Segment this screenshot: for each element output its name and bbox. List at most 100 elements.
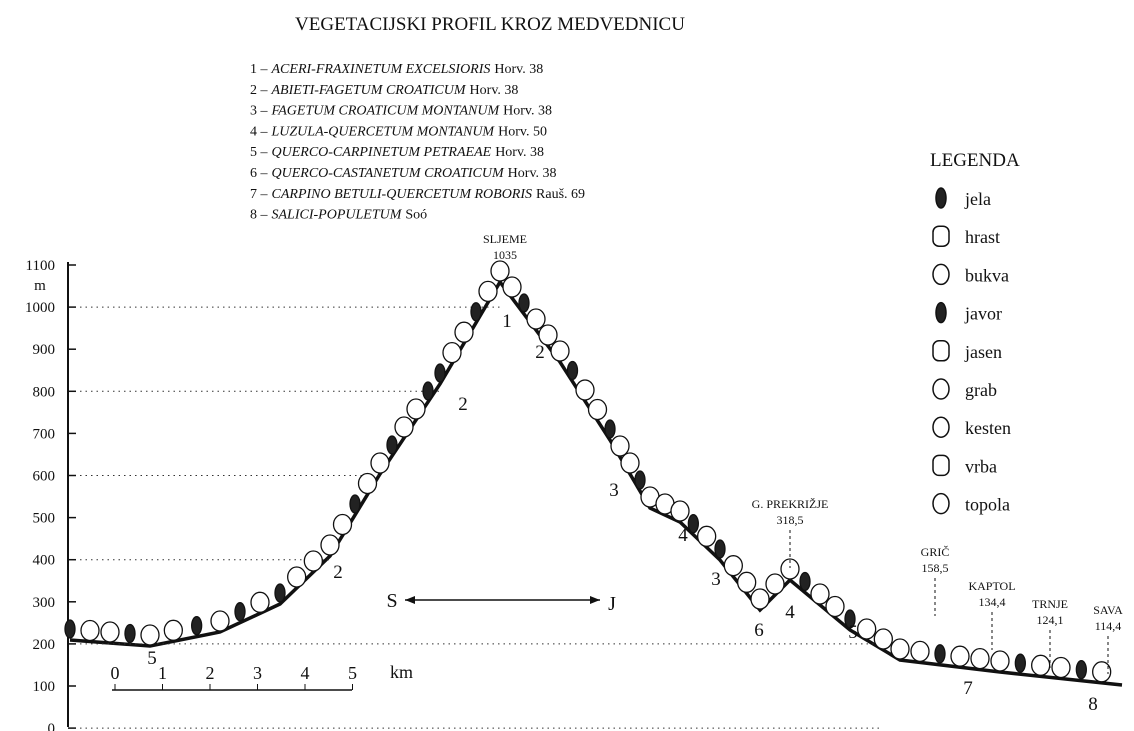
association-number: 5 – [250, 145, 269, 160]
tree [210, 610, 230, 632]
scale-label: 5 [348, 663, 357, 683]
association: 4 – LUZULA-QUERCETUM MONTANUM Horv. 50 [250, 124, 547, 139]
association-author: Horv. 38 [470, 83, 519, 98]
association-author: Rauš. 69 [536, 187, 585, 202]
tree [1031, 654, 1051, 676]
tree [620, 452, 640, 474]
association-author: Horv. 38 [503, 104, 552, 119]
tree [422, 381, 434, 401]
tree [386, 435, 398, 455]
association: 1 – ACERI-FRAXINETUM EXCELSIORIS Horv. 38 [250, 62, 543, 77]
tree [320, 534, 340, 556]
zone-label: 1 [502, 311, 512, 332]
zone-label: 8 [1088, 694, 1098, 715]
y-tick-label: 900 [33, 342, 56, 358]
association-author: Horv. 38 [508, 166, 557, 181]
tree [799, 571, 811, 592]
y-tick-label: 600 [33, 469, 56, 485]
tree [750, 588, 770, 610]
tree [80, 619, 100, 642]
scale-label: 3 [253, 663, 262, 683]
tree [610, 435, 630, 457]
tree [857, 618, 877, 640]
tree [442, 341, 462, 364]
title: VEGETACIJSKI PROFIL KROZ MEDVEDNICU [295, 14, 685, 35]
place-height: 134,4 [979, 595, 1006, 609]
y-tick-label: 0 [48, 721, 56, 731]
association-number: 4 – [250, 124, 269, 139]
tree [1092, 661, 1112, 683]
tree [454, 321, 474, 343]
scale-label: 4 [301, 663, 310, 683]
zone-label: 2 [333, 562, 343, 583]
zone-label: 5 [848, 622, 858, 643]
legend-label: topola [965, 495, 1010, 515]
tree [780, 558, 800, 580]
zone-label: 2 [458, 394, 468, 415]
terrain-profile [69, 278, 1123, 687]
tree [470, 302, 482, 322]
zone-label: 4 [678, 525, 688, 546]
legend-label: jasen [964, 342, 1002, 362]
tree [670, 500, 690, 522]
tree [250, 591, 270, 613]
legend-label: vrba [965, 456, 997, 476]
legend-icon [932, 225, 950, 247]
zone-label: 4 [785, 602, 795, 623]
tree [234, 602, 246, 622]
zone-label: 5 [147, 648, 157, 669]
tree [370, 452, 390, 474]
place-height: 114,4 [1095, 619, 1122, 633]
tree [890, 638, 910, 660]
association: 7 – CARPINO BETULI-QUERCETUM ROBORIS Rauš.… [250, 187, 585, 202]
legend-icon [935, 301, 947, 324]
tree [394, 416, 414, 438]
tree [518, 293, 530, 313]
legend-title: LEGENDA [930, 150, 1020, 171]
zone-label: 6 [754, 620, 764, 641]
place-name: SLJEME [483, 232, 527, 246]
association: 3 – FAGETUM CROATICUM MONTANUM Horv. 38 [250, 104, 552, 119]
scale-label: 1 [158, 663, 167, 683]
tree [1051, 656, 1071, 679]
scale-unit: km [390, 662, 413, 682]
tree [575, 379, 595, 401]
legend-icon [932, 378, 950, 400]
tree [634, 470, 646, 490]
association: 8 – SALICI-POPULETUM Soó [250, 208, 427, 223]
tree [723, 555, 743, 577]
tree [332, 513, 353, 536]
association-name: CARPINO BETULI-QUERCETUM ROBORIS [272, 187, 533, 202]
tree [714, 539, 726, 559]
association: 2 – ABIETI-FAGETUM CROATICUM Horv. 38 [250, 83, 518, 98]
tree [163, 619, 183, 641]
tree [100, 621, 120, 643]
tree [737, 571, 757, 593]
tree [844, 609, 856, 629]
association-author: Horv. 38 [494, 62, 543, 77]
tree [538, 324, 558, 346]
association-number: 2 – [250, 83, 269, 98]
place-name: G. PREKRIŽJE [752, 497, 829, 511]
association: 5 – QUERCO-CARPINETUM PETRAEAE Horv. 38 [250, 145, 544, 160]
tree [191, 616, 203, 636]
y-tick-label: 300 [33, 595, 56, 611]
zone-label: 2 [535, 342, 545, 363]
tree [349, 494, 361, 514]
tree [950, 645, 970, 667]
legend-icon [932, 492, 950, 515]
legend-label: javor [964, 304, 1002, 324]
association-number: 7 – [250, 187, 269, 202]
place-name: SAVA [1093, 603, 1123, 617]
association-name: SALICI-POPULETUM [272, 208, 403, 223]
legend-label: kesten [965, 418, 1011, 438]
axis-unit: m [34, 278, 46, 294]
y-tick-label: 500 [33, 511, 56, 527]
tree [934, 644, 946, 664]
tree [526, 308, 546, 330]
association-number: 3 – [250, 104, 269, 119]
place-name: GRIČ [921, 545, 950, 559]
tree [434, 363, 446, 383]
direction-left: S [386, 590, 397, 612]
zone-label: 3 [609, 480, 619, 501]
